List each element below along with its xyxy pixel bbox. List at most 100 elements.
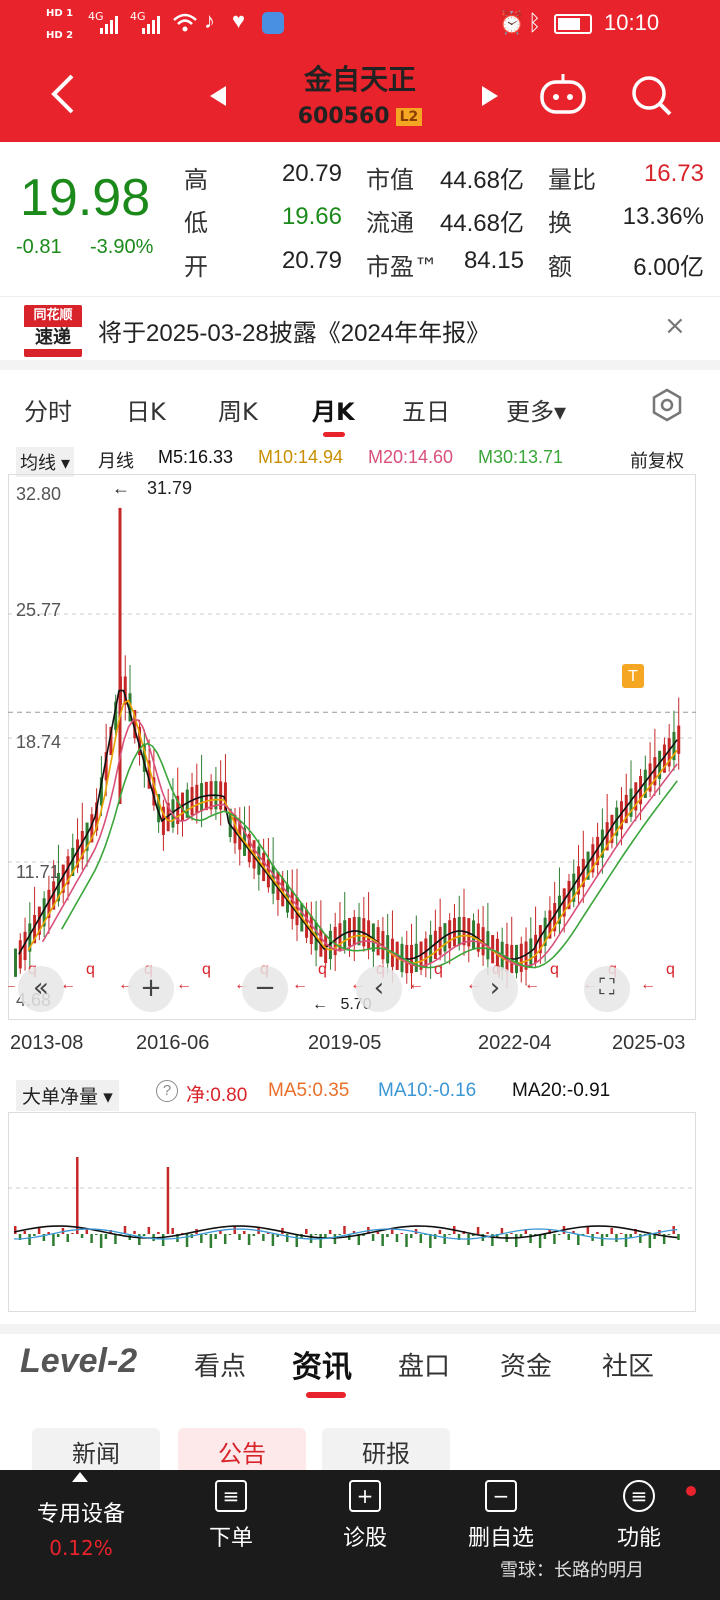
order-icon: ≡ — [215, 1480, 247, 1512]
alarm-icon: ⏰ — [498, 10, 526, 35]
ind-bar — [99, 1234, 103, 1248]
settings-icon[interactable] — [650, 388, 684, 422]
nav-functions[interactable]: ≡ 功能 — [574, 1480, 704, 1552]
remove-icon: − — [485, 1480, 517, 1512]
candle-body — [429, 934, 433, 964]
k-chart-frame[interactable] — [8, 474, 696, 1020]
fullscreen-button[interactable]: ⛶ — [584, 966, 630, 1012]
stock-name: 金自天正 — [303, 63, 416, 96]
tab-monthly-k[interactable]: 月K — [312, 398, 355, 426]
adjust-mode[interactable]: 前复权 — [630, 451, 684, 471]
scroll-left-button[interactable]: ‹ — [356, 966, 402, 1012]
ind-ma5: MA5:0.35 — [268, 1080, 350, 1101]
ind-bar — [443, 1234, 446, 1244]
ma-selector[interactable]: 均线 ▾ — [16, 447, 75, 477]
x-tick-label: 2016-06 — [136, 1032, 210, 1054]
zoom-out-button[interactable]: − — [242, 966, 288, 1012]
subtab-research[interactable]: 研报 — [322, 1428, 450, 1478]
ind-bar — [429, 1234, 432, 1248]
level2-logo[interactable]: Level-2 — [20, 1342, 138, 1380]
bottom-tab-indicator — [306, 1392, 346, 1398]
ind-bar — [343, 1226, 346, 1234]
subtab-announcement[interactable]: 公告 — [178, 1428, 306, 1478]
ind-bar — [538, 1234, 542, 1248]
ind-bar — [553, 1234, 556, 1244]
prev-stock-icon[interactable] — [208, 84, 228, 108]
candle-body — [476, 923, 480, 952]
price-change-pct: -3.90% — [90, 236, 154, 258]
notice-bar[interactable]: 同花顺 速递 将于2025-03-28披露《2024年年报》 × — [0, 296, 720, 370]
zoom-in-button[interactable]: + — [128, 966, 174, 1012]
candle-body — [667, 738, 671, 767]
tab-five-day[interactable]: 五日 — [402, 398, 450, 426]
candle-body — [639, 775, 643, 805]
ind-bar — [615, 1234, 618, 1242]
ind-bar — [476, 1227, 480, 1234]
tab-intraday[interactable]: 分时 — [24, 398, 72, 426]
ind-bar — [56, 1234, 60, 1237]
tab-weekly-k[interactable]: 周K — [218, 398, 258, 426]
level2-badge: L2 — [395, 108, 423, 126]
scroll-start-button[interactable]: « — [18, 966, 64, 1012]
next-stock-icon[interactable] — [480, 84, 500, 108]
tab-news-info[interactable]: 资讯 — [292, 1350, 352, 1385]
status-time: 10:10 — [604, 10, 660, 35]
candle-body — [23, 931, 27, 961]
nav-remove-watchlist[interactable]: − 删自选 — [436, 1480, 566, 1552]
ind-bar — [486, 1232, 489, 1234]
candle-body — [433, 930, 437, 960]
pe-value: 84.15 — [463, 247, 524, 274]
ma-line-m10 — [27, 699, 678, 964]
ind-bar — [524, 1229, 528, 1234]
y-tick-label: 11.71 — [16, 862, 60, 882]
ind-bar — [662, 1234, 666, 1244]
candle-body — [90, 814, 94, 843]
candle-body — [161, 806, 165, 835]
back-icon[interactable] — [48, 72, 78, 116]
volume-ratio-label: 量比 — [548, 166, 596, 194]
candle-body — [176, 795, 180, 825]
ind-bar — [228, 1234, 232, 1235]
candle-body — [553, 903, 557, 932]
scroll-right-button[interactable]: › — [472, 966, 518, 1012]
subtab-news[interactable]: 新闻 — [32, 1428, 160, 1478]
robot-icon[interactable] — [538, 72, 588, 116]
candle-body — [557, 895, 561, 924]
nav-sector[interactable]: 专用设备 0.12% — [16, 1496, 146, 1560]
ind-bar — [204, 1234, 208, 1235]
nav-diagnose[interactable]: + 诊股 — [300, 1480, 430, 1552]
trade-marker[interactable]: T — [622, 664, 644, 688]
tab-capital[interactable]: 资金 — [500, 1352, 553, 1382]
search-icon[interactable] — [630, 74, 674, 118]
k-chart[interactable]: q←q←q←q←q←q←q←q←q←q←q←q← — [8, 474, 696, 1020]
logo-line1: 同花顺 — [33, 308, 73, 323]
nav-sector-label: 专用设备 — [36, 1502, 125, 1527]
tab-more[interactable]: 更多▾ — [506, 398, 567, 426]
indicator-selector[interactable]: 大单净量 ▾ — [16, 1080, 119, 1111]
tab-order-book[interactable]: 盘口 — [398, 1352, 451, 1382]
indicator-chart[interactable] — [8, 1112, 696, 1312]
ma-period: 月线 — [98, 451, 134, 471]
help-icon[interactable]: ? — [156, 1080, 178, 1102]
candle-body — [543, 917, 547, 946]
candle-body — [37, 906, 41, 935]
candle-body — [443, 923, 447, 952]
high-marker-value: 31.79 — [147, 478, 193, 498]
ind-bar — [223, 1234, 227, 1244]
open-label: 开 — [184, 253, 208, 281]
event-marker: q — [86, 961, 95, 978]
tab-highlights[interactable]: 看点 — [194, 1352, 247, 1382]
ind-bar — [243, 1231, 246, 1234]
tab-daily-k[interactable]: 日K — [126, 398, 166, 426]
close-icon[interactable]: × — [664, 311, 686, 341]
candle-body — [95, 802, 99, 831]
amount-label: 额 — [548, 253, 572, 281]
nav-order[interactable]: ≡ 下单 — [166, 1480, 296, 1552]
candle-body — [605, 822, 609, 851]
ind-bar — [76, 1157, 79, 1234]
event-arrow: ← — [292, 976, 308, 993]
x-tick-label: 2025-03 — [612, 1032, 686, 1054]
ind-bar — [305, 1229, 308, 1234]
candle-body — [643, 769, 647, 798]
tab-community[interactable]: 社区 — [602, 1352, 655, 1382]
